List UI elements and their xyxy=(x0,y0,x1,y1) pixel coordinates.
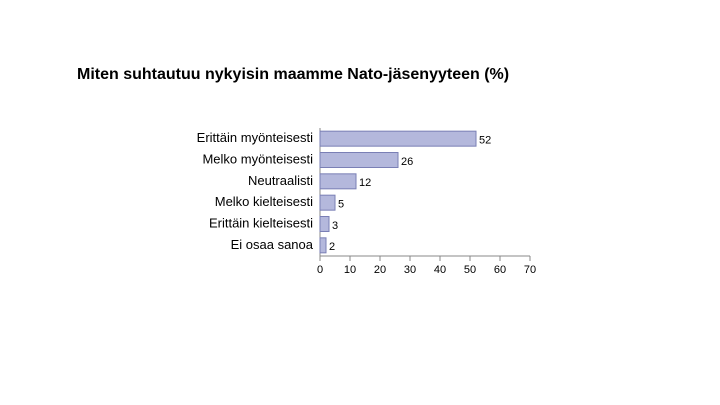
y-tick-label: Erittäin myönteisesti xyxy=(197,130,313,145)
x-tick-label: 40 xyxy=(434,264,446,276)
data-label: 26 xyxy=(401,156,413,168)
bar xyxy=(319,216,330,232)
data-label: 52 xyxy=(479,135,491,147)
data-label: 12 xyxy=(359,177,371,189)
data-label: 5 xyxy=(338,199,344,211)
data-label: 3 xyxy=(332,220,338,232)
bar xyxy=(319,194,336,211)
y-tick-label: Melko kielteisesti xyxy=(215,194,313,209)
bar xyxy=(319,130,477,147)
x-tick-label: 50 xyxy=(464,264,476,276)
x-tick-label: 70 xyxy=(524,264,536,276)
data-label: 2 xyxy=(329,241,335,253)
bar xyxy=(319,173,357,190)
x-tick-label: 10 xyxy=(344,264,356,276)
chart-title: Miten suhtautuu nykyisin maamme Nato-jäs… xyxy=(77,66,509,83)
y-tick-label: Melko myönteisesti xyxy=(202,151,313,166)
y-tick-label: Ei osaa sanoa xyxy=(231,237,314,252)
x-tick-label: 60 xyxy=(494,264,506,276)
bar xyxy=(319,152,399,168)
x-tick-label: 20 xyxy=(374,264,386,276)
y-tick-label: Neutraalisti xyxy=(248,173,313,188)
x-tick-label: 30 xyxy=(404,264,416,276)
bar xyxy=(319,237,327,254)
x-tick-label: 0 xyxy=(317,264,323,276)
y-tick-label: Erittäin kielteisesti xyxy=(209,215,313,230)
